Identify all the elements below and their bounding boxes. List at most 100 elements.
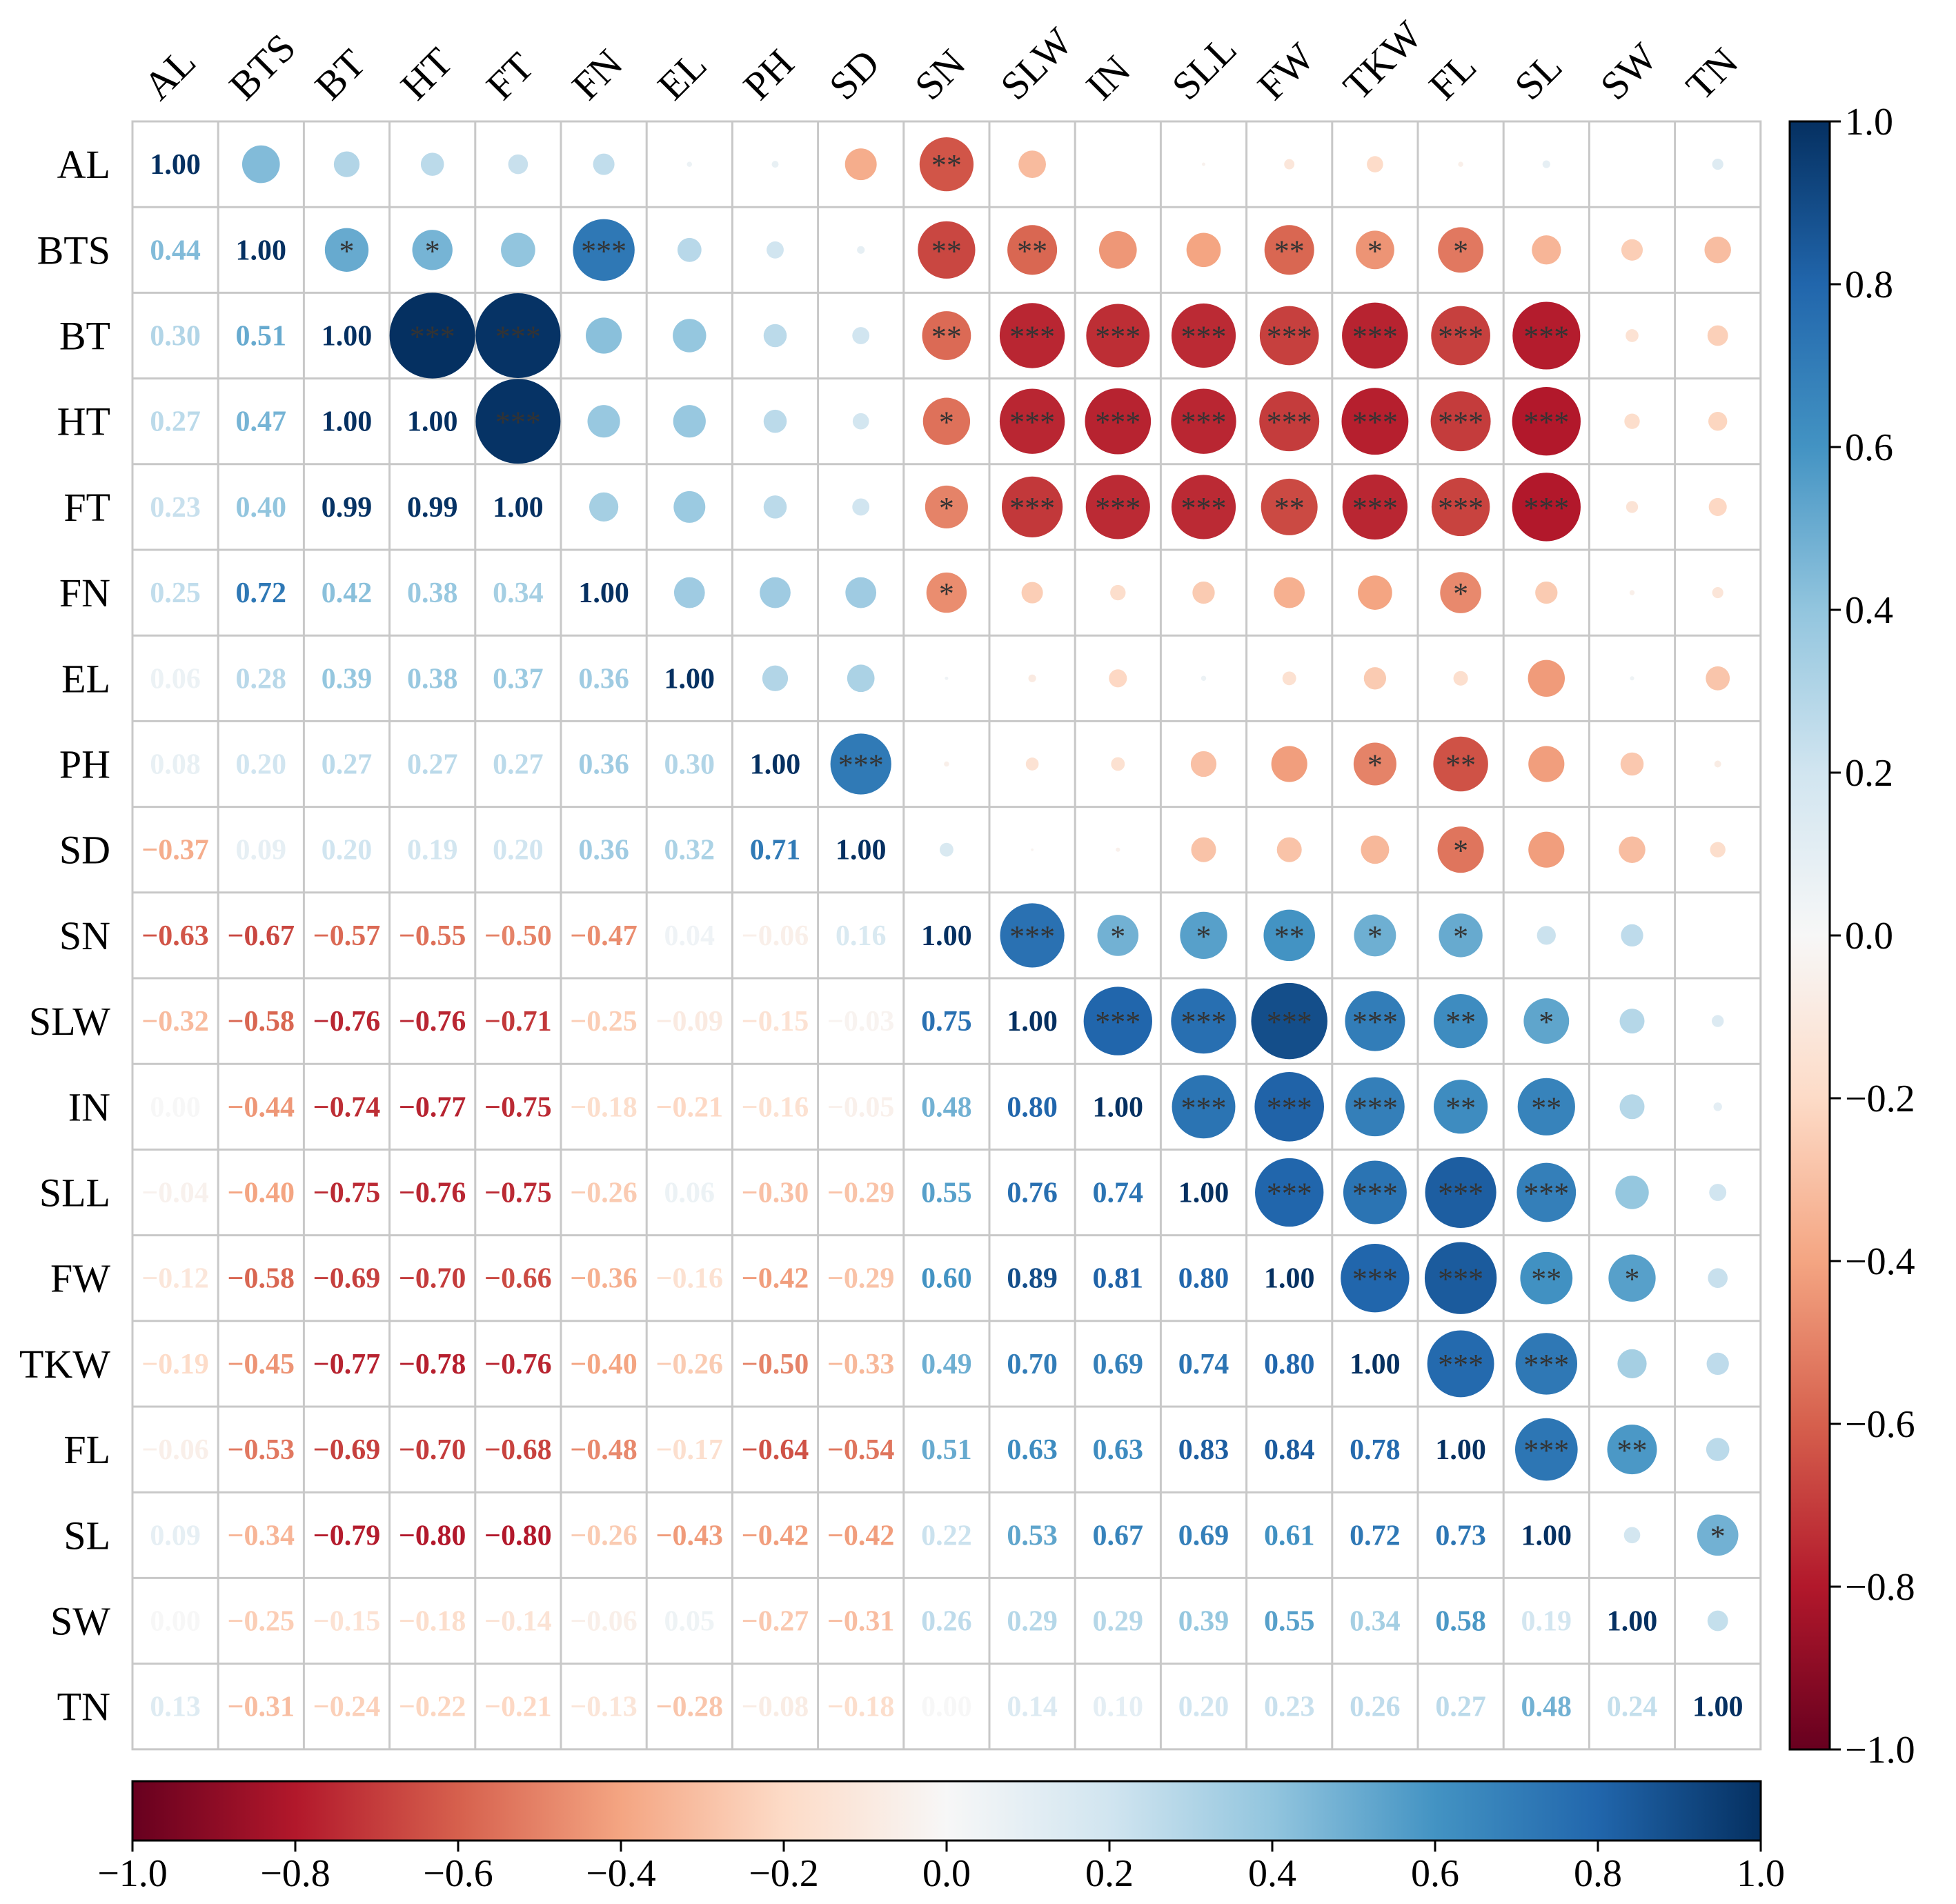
corr-circle-FN-IN	[1110, 584, 1126, 601]
corr-value-SLL-BT: −0.75	[313, 1178, 380, 1209]
corr-value-SL-AL: 0.09	[150, 1520, 201, 1551]
sig-stars-BTS-FN: ***	[581, 234, 626, 268]
corr-circle-AL-FT	[508, 154, 528, 175]
corr-circle-FT-SLW	[1002, 476, 1063, 537]
corr-circle-FN-SL	[1535, 581, 1558, 604]
corr-value-SLW-FN: −0.25	[570, 1006, 637, 1038]
corr-value-IN-HT: −0.77	[399, 1091, 466, 1123]
corr-value-TN-FN: −0.13	[570, 1692, 637, 1723]
corr-circle-HT-TKW	[1341, 388, 1409, 455]
corr-circle-HT-FT	[475, 379, 561, 464]
corr-value-TN-TN: 1.00	[1692, 1692, 1743, 1723]
corr-circle-IN-TKW	[1345, 1077, 1405, 1137]
corr-value-SW-SN: 0.26	[921, 1606, 972, 1638]
corr-value-PH-PH: 1.00	[750, 749, 801, 781]
corr-circle-BT-TN	[1707, 325, 1728, 346]
corr-value-SL-SLL: 0.69	[1178, 1520, 1229, 1551]
corr-circle-SN-SL	[1537, 926, 1556, 945]
corr-value-SW-EL: 0.05	[664, 1606, 715, 1638]
sig-stars-SLL-SL: ***	[1523, 1177, 1569, 1211]
corr-circle-AL-SL	[1542, 160, 1550, 168]
corr-circle-BT-SW	[1626, 329, 1639, 342]
corr-circle-HT-TN	[1708, 412, 1728, 431]
sig-stars-BT-IN: ***	[1095, 320, 1140, 354]
col-label-FW: FW	[1249, 34, 1323, 109]
corr-circle-AL-SN	[919, 137, 974, 192]
corr-circle-BTS-SLL	[1186, 232, 1221, 268]
corr-circle-SL-TN	[1697, 1514, 1739, 1556]
corr-value-FW-BTS: −0.58	[228, 1263, 295, 1295]
sig-stars-SN-TKW: *	[1367, 920, 1383, 953]
corr-value-FL-EL: −0.17	[656, 1434, 723, 1466]
sig-stars-BTS-TKW: *	[1367, 234, 1383, 268]
corr-circle-TKW-TN	[1706, 1352, 1729, 1376]
row-label-FT: FT	[63, 485, 110, 530]
sig-stars-IN-FL: **	[1445, 1091, 1476, 1124]
corr-value-FW-HT: −0.70	[399, 1263, 466, 1295]
corr-circle-AL-BT	[333, 151, 360, 177]
corr-circle-FN-PH	[760, 577, 791, 608]
corr-circle-TKW-SW	[1617, 1349, 1647, 1379]
sig-stars-HT-SLW: ***	[1009, 406, 1055, 439]
sig-stars-BT-SLL: ***	[1181, 320, 1227, 354]
corr-value-PH-EL: 0.30	[664, 749, 715, 781]
corr-circle-PH-FW	[1271, 746, 1307, 782]
corr-value-FL-BT: −0.69	[313, 1434, 380, 1466]
corr-value-SW-FT: −0.14	[484, 1606, 551, 1638]
corr-value-FW-FN: −0.36	[570, 1263, 637, 1295]
corr-circle-SN-IN	[1097, 915, 1139, 956]
corr-value-SL-FW: 0.61	[1264, 1520, 1315, 1551]
corr-value-FN-AL: 0.25	[150, 577, 201, 609]
corr-value-PH-AL: 0.08	[150, 749, 201, 781]
corr-value-TN-BT: −0.24	[313, 1692, 380, 1723]
colorbar-horizontal-tick-label: 0.6	[1411, 1852, 1459, 1895]
sig-stars-HT-SL: ***	[1523, 406, 1569, 439]
corr-circle-BTS-FT	[501, 232, 535, 268]
corr-circle-FT-EL	[673, 490, 706, 523]
row-label-SN: SN	[59, 913, 110, 958]
corr-value-FT-FT: 1.00	[493, 492, 544, 524]
corr-circle-FW-SW	[1608, 1254, 1656, 1302]
row-label-AL: AL	[57, 142, 110, 187]
sig-stars-TKW-SL: ***	[1523, 1348, 1569, 1382]
corr-value-TKW-FN: −0.40	[570, 1349, 637, 1380]
corr-value-TN-FL: 0.27	[1435, 1692, 1486, 1723]
col-label-SL: SL	[1506, 43, 1571, 108]
col-label-FL: FL	[1420, 43, 1485, 108]
corr-circle-AL-FN	[593, 153, 615, 175]
sig-stars-SLW-FW: ***	[1267, 1005, 1312, 1039]
corr-value-IN-FT: −0.75	[484, 1091, 551, 1123]
corr-value-SW-PH: −0.27	[742, 1606, 809, 1638]
corr-value-SLL-FN: −0.26	[570, 1178, 637, 1209]
corr-value-IN-SN: 0.48	[921, 1091, 972, 1123]
corr-circle-BT-IN	[1086, 304, 1150, 368]
corr-value-TN-PH: −0.08	[742, 1692, 809, 1723]
sig-stars-BTS-FW: **	[1274, 234, 1305, 268]
corr-value-IN-PH: −0.16	[742, 1091, 809, 1123]
corr-circle-SD-IN	[1116, 847, 1120, 852]
sig-stars-HT-FW: ***	[1267, 406, 1312, 439]
corr-value-SLL-IN: 0.74	[1093, 1178, 1144, 1209]
corr-circle-EL-SL	[1528, 660, 1565, 697]
corr-circle-PH-SD	[830, 733, 891, 795]
corr-circle-FN-SLW	[1021, 582, 1043, 604]
corr-value-FT-AL: 0.23	[150, 492, 201, 524]
corr-circle-SD-TKW	[1361, 835, 1390, 864]
corr-value-EL-FN: 0.36	[578, 663, 629, 695]
colorbar-horizontal-tick-label: 0.2	[1085, 1852, 1134, 1895]
corr-circle-HT-IN	[1085, 388, 1152, 455]
corr-circle-FT-FW	[1261, 478, 1318, 535]
colorbar-horizontal-bar	[131, 1780, 1762, 1842]
sig-stars-BT-SL: ***	[1523, 320, 1569, 354]
row-label-FL: FL	[63, 1427, 110, 1472]
corr-value-SL-FT: −0.80	[484, 1520, 551, 1551]
corr-value-SD-EL: 0.32	[664, 835, 715, 866]
row-label-EL: EL	[61, 656, 110, 701]
sig-stars-BTS-SN: **	[931, 234, 962, 268]
corr-circle-EL-SD	[847, 664, 875, 693]
corr-value-TKW-PH: −0.50	[742, 1349, 809, 1380]
corr-value-FL-PH: −0.64	[742, 1434, 809, 1466]
corr-circle-TKW-FL	[1427, 1330, 1494, 1398]
sig-stars-BT-TKW: ***	[1352, 320, 1398, 354]
corr-value-PH-BT: 0.27	[322, 749, 373, 781]
